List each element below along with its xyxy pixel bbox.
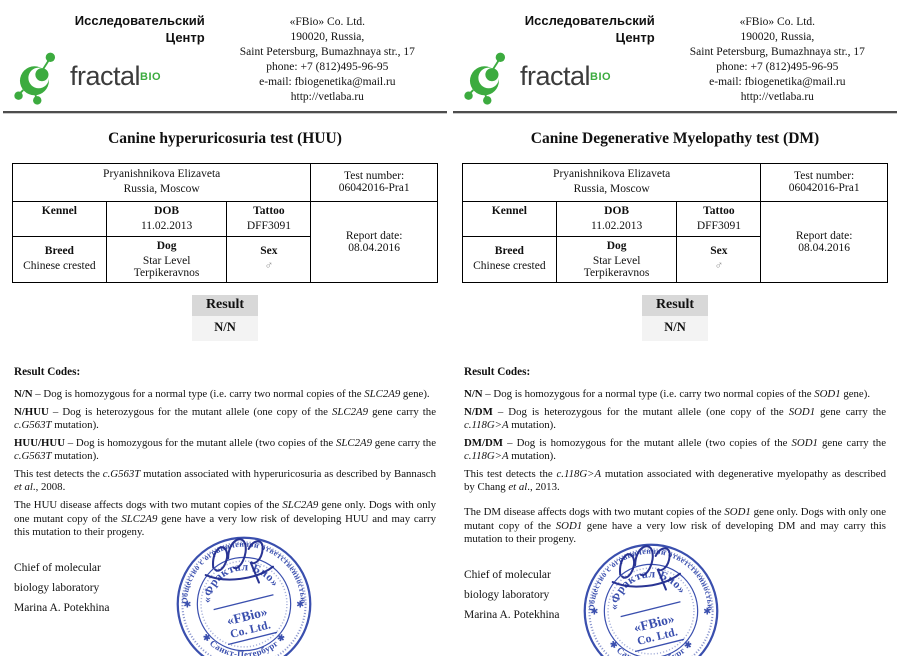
company-stamp-seal: Общество с ограниченной ответственностью… xyxy=(583,543,719,656)
address-line: Saint Petersburg, Bumazhnaya str., 17 xyxy=(689,45,865,58)
result-value: N/N xyxy=(192,315,258,341)
company-address-block: «FBio» Co. Ltd. 190020, Russia, Saint Pe… xyxy=(661,15,894,106)
tattoo-cell: Tattoo DFF3091 xyxy=(676,200,762,237)
fractal-bio-logo: fractal BIO xyxy=(462,48,661,106)
sex-cell: Sex ♂ xyxy=(226,235,312,283)
table-row: Kennel DOB 11.02.2013 Tattoo DFF3091 Rep… xyxy=(462,200,888,283)
dog-name-cell: Dog Star Level Terpikeravnos xyxy=(555,235,678,283)
dob-cell: DOB 11.02.2013 xyxy=(555,200,678,237)
address-line: Saint Petersburg, Bumazhnaya str., 17 xyxy=(239,45,415,58)
logo-wordmark: fractal xyxy=(70,61,141,92)
org-name-russian: Исследовательский Центр xyxy=(74,13,205,45)
address-line: 190020, Russia, xyxy=(290,30,365,43)
result-code-paragraph: N/N – Dog is homozygous for a normal typ… xyxy=(464,387,871,400)
company-stamp-seal: Общество с ограниченной ответственностью… xyxy=(176,536,312,656)
header-divider xyxy=(453,110,897,113)
disease-note-paragraph: The DM disease affects dogs with two mut… xyxy=(464,506,887,546)
letterhead-left: Исследовательский Центр xyxy=(12,8,211,106)
result-codes-heading: Result Codes: xyxy=(14,365,81,378)
stamp-star-left: ✱ xyxy=(183,601,191,611)
signature-scribble xyxy=(611,545,681,591)
certificate-page-dm: Исследовательский Центр xyxy=(450,0,900,656)
table-row: Pryanishnikova Elizaveta Russia, Moscow … xyxy=(11,162,438,202)
header-divider xyxy=(3,110,447,113)
sex-cell: Sex ♂ xyxy=(676,235,762,283)
disease-note-paragraph: The HUU disease affects dogs with two mu… xyxy=(14,499,437,539)
owner-cell: Pryanishnikova Elizaveta Russia, Moscow xyxy=(11,162,312,202)
address-line: 190020, Russia, xyxy=(740,30,815,43)
stamp-star-right: ✱ xyxy=(296,601,304,611)
test-number-cell: Test number: 06042016-Pra1 xyxy=(310,162,438,202)
result-code-paragraph: N/DM – Dog is heterozygous for the mutan… xyxy=(464,405,887,432)
dog-name-cell: Dog Star Level Terpikeravnos xyxy=(105,235,228,283)
breed-cell: Breed Chinese crested xyxy=(12,235,107,283)
report-date-cell: Report date: 08.04.2016 xyxy=(760,200,888,283)
fractal-molecule-icon xyxy=(464,52,506,105)
logo-bio-suffix: BIO xyxy=(140,70,162,83)
address-line: e-mail: fbiogenetika@mail.ru xyxy=(259,75,396,88)
table-row: Kennel DOB 11.02.2013 Tattoo DFF3091 Rep… xyxy=(12,200,438,283)
result-codes-section: Result Codes: N/N – Dog is homozygous fo… xyxy=(464,365,886,547)
signatory-titles: Chief of molecular biology laboratory Ma… xyxy=(14,561,110,614)
test-description-paragraph: This test detects the c.G563T mutation a… xyxy=(14,467,436,494)
result-code-paragraph: N/N – Dog is homozygous for a normal typ… xyxy=(14,387,430,400)
stamp-star-right: ✱ xyxy=(703,608,711,618)
fractal-bio-logo: fractal BIO xyxy=(12,48,211,106)
result-code-paragraph: HUU/HUU – Dog is homozygous for the muta… xyxy=(14,436,436,463)
subject-table: Pryanishnikova Elizaveta Russia, Moscow … xyxy=(461,162,888,283)
letterhead: Исследовательский Центр xyxy=(0,0,450,106)
address-line: phone: +7 (812)495-96-95 xyxy=(266,60,389,73)
result-box: Result N/N xyxy=(192,294,258,341)
dob-cell: DOB 11.02.2013 xyxy=(105,200,228,237)
fractal-molecule-icon xyxy=(14,52,56,105)
table-row: Pryanishnikova Elizaveta Russia, Moscow … xyxy=(461,162,888,202)
address-line: http://vetlaba.ru xyxy=(740,90,814,103)
org-name-russian: Исследовательский Центр xyxy=(524,13,655,45)
tattoo-cell: Tattoo DFF3091 xyxy=(226,200,312,237)
address-line: «FBio» Co. Ltd. xyxy=(289,16,366,28)
result-codes-heading: Result Codes: xyxy=(464,365,531,378)
kennel-cell: Kennel xyxy=(12,200,107,237)
signature-area: Chief of molecular biology laboratory Ma… xyxy=(464,543,886,656)
result-code-paragraph: DM/DM – Dog is homozygous for the mutant… xyxy=(464,436,887,463)
letterhead-left: Исследовательский Центр xyxy=(462,8,661,106)
table-row: Breed Chinese crested Dog Star Level Ter… xyxy=(462,235,888,283)
letterhead: Исследовательский Центр xyxy=(450,0,900,106)
subject-table: Pryanishnikova Elizaveta Russia, Moscow … xyxy=(11,162,438,283)
result-codes-section: Result Codes: N/N – Dog is homozygous fo… xyxy=(14,365,436,540)
kennel-cell: Kennel xyxy=(462,200,557,237)
report-date-cell: Report date: 08.04.2016 xyxy=(310,200,438,283)
certificate-page-huu: Исследовательский Центр xyxy=(0,0,450,656)
result-heading: Result xyxy=(642,294,708,316)
test-number-cell: Test number: 06042016-Pra1 xyxy=(760,162,888,202)
address-line: http://vetlaba.ru xyxy=(290,90,364,103)
test-description-paragraph: This test detects the c.118G>A mutation … xyxy=(464,467,886,494)
signature-area: Chief of molecular biology laboratory Ma… xyxy=(14,536,436,656)
logo-wordmark: fractal xyxy=(520,61,591,92)
logo-bio-suffix: BIO xyxy=(590,70,612,83)
male-symbol: ♂ xyxy=(714,260,724,273)
result-code-paragraph: N/HUU – Dog is heterozygous for the muta… xyxy=(14,405,436,432)
document-title: Canine hyperuricosuria test (HUU) xyxy=(108,129,342,147)
address-line: phone: +7 (812)495-96-95 xyxy=(716,60,839,73)
owner-cell: Pryanishnikova Elizaveta Russia, Moscow xyxy=(461,162,762,202)
stamp-star-left: ✱ xyxy=(590,608,598,618)
result-box: Result N/N xyxy=(642,294,708,341)
company-address-block: «FBio» Co. Ltd. 190020, Russia, Saint Pe… xyxy=(211,15,444,106)
table-row: Breed Chinese crested Dog Star Level Ter… xyxy=(12,235,438,283)
address-line: e-mail: fbiogenetika@mail.ru xyxy=(709,75,846,88)
breed-cell: Breed Chinese crested xyxy=(462,235,557,283)
document-title: Canine Degenerative Myelopathy test (DM) xyxy=(530,129,820,147)
signatory-titles: Chief of molecular biology laboratory Ma… xyxy=(464,568,560,621)
male-symbol: ♂ xyxy=(264,260,274,273)
signature-scribble xyxy=(204,538,274,584)
result-heading: Result xyxy=(192,294,258,316)
address-line: «FBio» Co. Ltd. xyxy=(739,16,816,28)
result-value: N/N xyxy=(642,315,708,341)
